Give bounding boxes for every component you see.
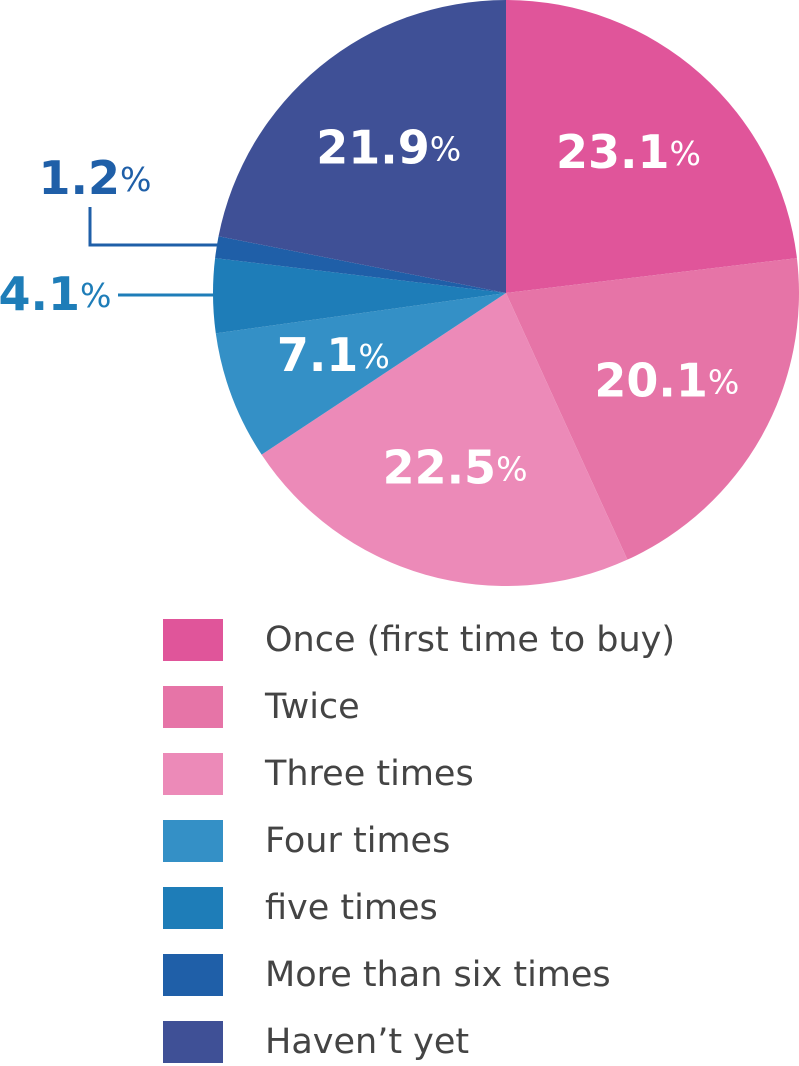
- data-label: 20.1%: [594, 353, 739, 407]
- data-label: 1.2%: [39, 151, 152, 205]
- legend-label: five times: [265, 888, 438, 928]
- legend-label: Four times: [265, 821, 450, 861]
- legend-swatch: [163, 820, 223, 862]
- legend-swatch: [163, 954, 223, 996]
- pie-slice: [506, 258, 799, 560]
- data-label: 22.5%: [383, 440, 528, 494]
- data-label: 21.9%: [316, 120, 461, 174]
- pie-slice: [215, 236, 507, 293]
- legend-label: Once (first time to buy): [265, 620, 675, 660]
- legend-label: Three times: [264, 754, 474, 794]
- data-label: 7.1%: [277, 328, 390, 382]
- legend-swatch: [163, 619, 223, 661]
- pie-slice: [218, 0, 507, 293]
- legend-label: More than six times: [265, 955, 611, 995]
- legend-swatch: [163, 1021, 223, 1063]
- legend-label: Haven’t yet: [265, 1022, 469, 1062]
- pie-slice: [212, 258, 506, 334]
- pie-slice: [261, 293, 628, 586]
- legend-swatch: [163, 887, 223, 929]
- legend-label: Twice: [264, 687, 360, 727]
- leader-line: [88, 207, 219, 247]
- legend-swatch: [163, 753, 223, 795]
- pie-slice: [506, 0, 797, 293]
- pie-slice: [215, 293, 506, 455]
- legend-swatch: [163, 686, 223, 728]
- data-label: 23.1%: [556, 124, 701, 178]
- data-label: 4.1%: [0, 267, 111, 321]
